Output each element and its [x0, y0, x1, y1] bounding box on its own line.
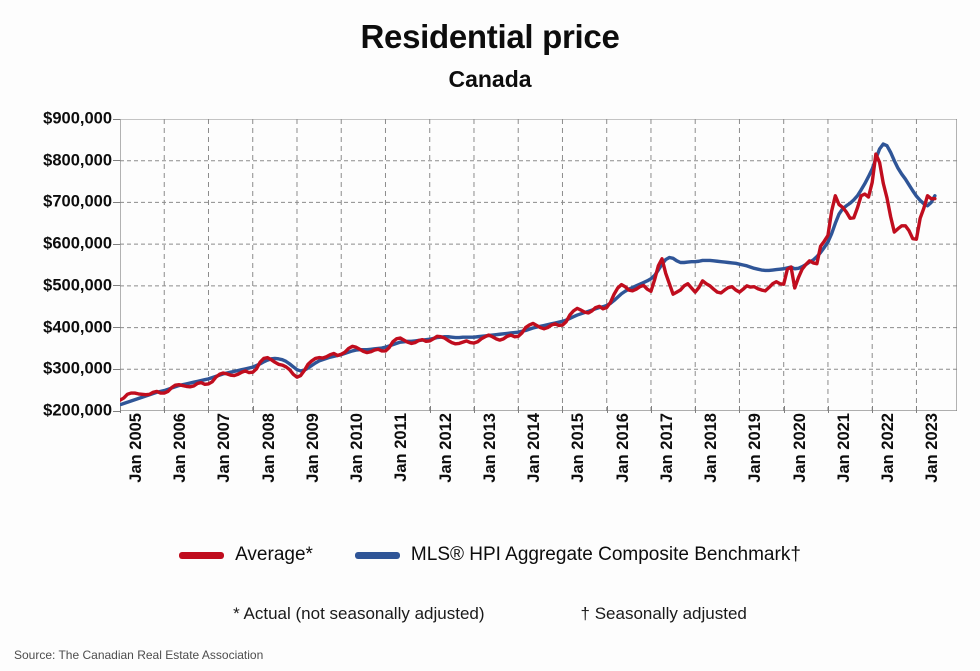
x-axis-label: Jan 2017: [657, 413, 676, 483]
x-axis-label: Jan 2014: [525, 413, 544, 483]
x-axis-tick: [252, 406, 254, 413]
series-line-average: [120, 152, 937, 402]
x-axis-tick: [916, 406, 918, 413]
x-axis-tick: [872, 406, 874, 413]
x-axis-label: Jan 2016: [613, 413, 632, 483]
x-axis-label: Jan 2005: [127, 413, 145, 483]
y-axis-label: $300,000: [43, 359, 112, 378]
x-axis-tick: [783, 406, 785, 413]
x-axis-label: Jan 2021: [834, 413, 853, 483]
y-axis-labels: $900,000 $800,000 $700,000 $600,000 $500,000…: [0, 110, 120, 420]
y-axis-tick: [113, 160, 120, 162]
x-axis-label: Jan 2012: [436, 413, 455, 483]
x-axis-tick: [164, 406, 166, 413]
x-axis-label: Jan 2015: [569, 413, 588, 483]
x-axis-labels: Jan 2005 Jan 2006 Jan 2007 Jan 2008 Jan 2009…: [120, 406, 957, 518]
chart-subtitle: Canada: [448, 66, 532, 92]
source-note: Source: The Canadian Real Estate Associa…: [14, 648, 264, 662]
y-axis-tick: [113, 118, 120, 120]
x-axis-tick: [518, 406, 520, 413]
x-axis-tick: [385, 406, 387, 413]
x-axis-tick: [341, 406, 343, 413]
x-axis-label: Jan 2022: [879, 413, 898, 483]
x-axis-label: Jan 2008: [259, 413, 278, 483]
x-axis-tick: [473, 406, 475, 413]
y-axis-label: $700,000: [43, 192, 112, 211]
legend-item-average[interactable]: Average*: [179, 544, 313, 566]
x-axis-label: Jan 2007: [215, 413, 234, 483]
x-axis-tick: [120, 406, 121, 413]
y-axis-label: $900,000: [43, 109, 112, 128]
x-axis-tick: [296, 406, 298, 413]
x-axis-label: Jan 2010: [348, 413, 367, 483]
x-axis-tick: [739, 406, 741, 413]
x-axis-label: Jan 2013: [480, 413, 499, 483]
legend-label: Average*: [235, 544, 313, 565]
y-axis-label: $500,000: [43, 276, 112, 295]
legend-swatch-average: [179, 551, 225, 559]
series-line-benchmark: [120, 142, 937, 407]
footnote-2: † Seasonally adjusted: [580, 604, 747, 623]
chart-canvas: [120, 119, 957, 411]
y-axis-label: $600,000: [43, 234, 112, 253]
legend-label: MLS® HPI Aggregate Composite Benchmark†: [410, 544, 801, 565]
x-axis-tick: [208, 406, 210, 413]
x-axis-tick: [562, 406, 564, 413]
y-axis-tick: [113, 201, 120, 203]
chart-title: Residential price: [360, 18, 620, 55]
x-axis-tick: [695, 406, 697, 413]
y-axis-tick: [113, 327, 120, 329]
y-axis-label: $200,000: [43, 401, 112, 420]
x-axis-tick: [827, 406, 829, 413]
y-axis-tick: [113, 243, 120, 245]
x-axis-label: Jan 2011: [392, 413, 411, 482]
y-axis-label: $400,000: [43, 318, 112, 337]
x-axis-tick: [606, 406, 608, 413]
legend-item-benchmark[interactable]: MLS® HPI Aggregate Composite Benchmark†: [354, 544, 801, 566]
y-axis-tick: [113, 410, 120, 412]
x-axis-label: Jan 2020: [790, 413, 809, 483]
x-axis-label: Jan 2023: [923, 413, 942, 483]
chart-footnotes: * Actual (not seasonally adjusted) † Seas…: [0, 604, 980, 624]
x-axis-label: Jan 2009: [303, 413, 322, 483]
x-axis-tick: [650, 406, 652, 413]
x-axis-label: Jan 2018: [702, 413, 721, 483]
x-axis-label: Jan 2006: [171, 413, 190, 483]
legend-swatch-benchmark: [354, 551, 400, 559]
footnote-1: * Actual (not seasonally adjusted): [233, 604, 485, 623]
plot-area: [120, 119, 957, 411]
x-axis-label: Jan 2019: [746, 413, 765, 483]
y-axis-tick: [113, 285, 120, 287]
chart-legend: Average* MLS® HPI Aggregate Composite Ben…: [0, 544, 980, 566]
x-axis-tick: [429, 406, 431, 413]
y-axis-label: $800,000: [43, 151, 112, 170]
y-axis-tick: [113, 368, 120, 370]
